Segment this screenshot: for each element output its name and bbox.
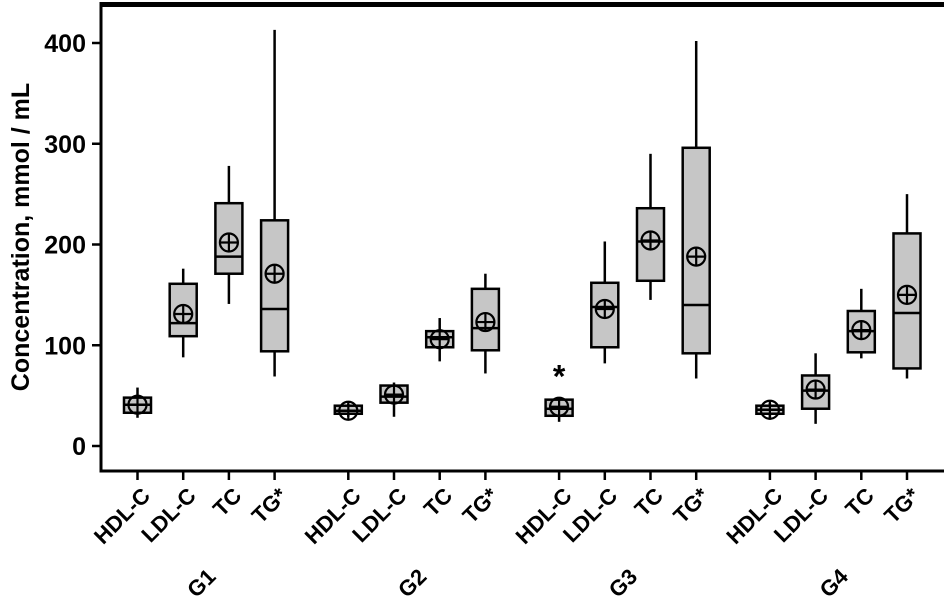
outlier-asterisk: * xyxy=(553,358,566,394)
box-G1-TG* xyxy=(259,219,290,353)
x-category-label: TC xyxy=(840,483,878,521)
x-category-label: TC xyxy=(208,483,246,521)
x-group-label: G2 xyxy=(393,564,431,602)
x-category-label: TG* xyxy=(458,483,504,529)
box-G3-TG* xyxy=(681,146,711,355)
x-group-label: G1 xyxy=(182,564,220,602)
y-tick-label: 300 xyxy=(44,131,86,159)
y-tick-label: 0 xyxy=(72,433,86,461)
x-category-label: TC xyxy=(419,483,457,521)
y-tick-label: 400 xyxy=(44,30,86,58)
x-group-label: G3 xyxy=(604,564,642,602)
y-tick-label: 200 xyxy=(44,232,86,260)
x-category-label: TG* xyxy=(247,483,293,529)
x-group-label: G4 xyxy=(815,563,854,602)
y-tick-label: 100 xyxy=(44,332,86,360)
x-category-label: TC xyxy=(630,483,668,521)
x-category-label: TG* xyxy=(668,483,714,529)
x-category-label: TG* xyxy=(879,483,925,529)
